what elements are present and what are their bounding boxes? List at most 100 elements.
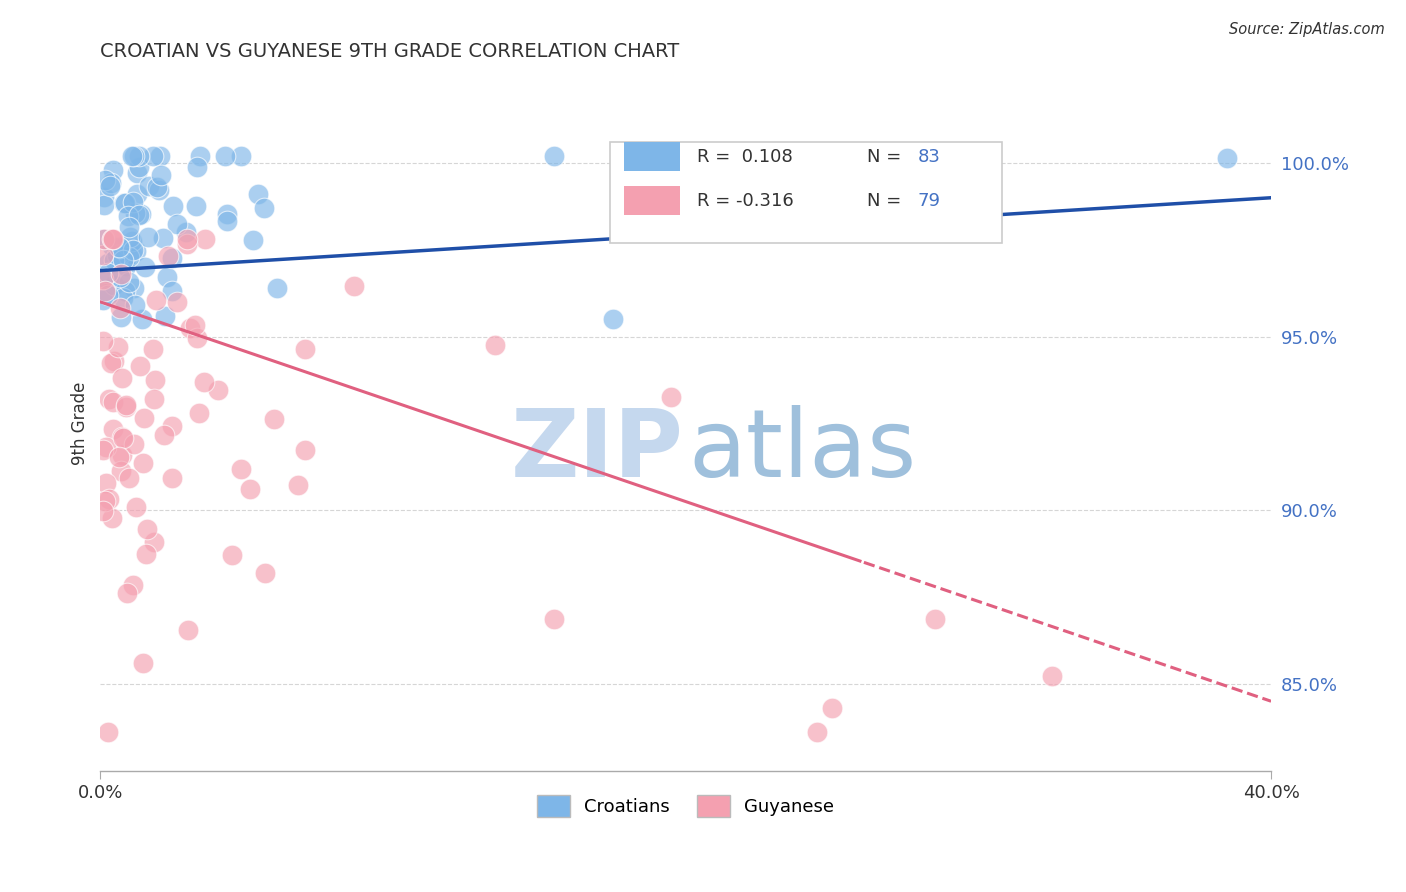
Point <box>97 256 120 270</box>
Point <box>156 249 179 263</box>
Point <box>145 293 167 307</box>
Point <box>108 240 131 254</box>
Point <box>128 208 150 222</box>
Point <box>94 494 117 508</box>
Text: atlas: atlas <box>688 405 917 497</box>
Point <box>131 456 153 470</box>
Point <box>91 442 114 457</box>
Point <box>112 195 135 210</box>
Point <box>111 371 134 385</box>
Point <box>101 395 124 409</box>
Point <box>152 231 174 245</box>
Point <box>124 298 146 312</box>
Point <box>110 430 132 444</box>
Point <box>98 491 121 506</box>
Point <box>121 234 143 248</box>
Point <box>101 239 124 253</box>
Point <box>101 232 124 246</box>
Point <box>132 656 155 670</box>
Point <box>128 161 150 175</box>
Point <box>194 232 217 246</box>
Point <box>94 476 117 491</box>
Point <box>160 471 183 485</box>
Point <box>142 149 165 163</box>
Point <box>91 248 114 262</box>
Text: N =: N = <box>868 192 907 210</box>
Point <box>188 149 211 163</box>
Text: 83: 83 <box>918 148 941 166</box>
Point <box>214 149 236 163</box>
Point <box>806 725 828 739</box>
Point <box>135 548 157 562</box>
Point <box>121 246 143 260</box>
Point <box>153 428 176 442</box>
Text: R =  0.108: R = 0.108 <box>697 148 793 166</box>
Point <box>97 725 120 739</box>
Point <box>294 443 316 458</box>
Point <box>111 253 134 268</box>
Bar <box>624 142 681 171</box>
Point <box>117 276 139 290</box>
Point <box>93 232 115 246</box>
Point <box>149 149 172 163</box>
Point <box>149 168 172 182</box>
Point <box>103 232 125 246</box>
Point <box>118 471 141 485</box>
Point <box>162 199 184 213</box>
Point <box>142 343 165 357</box>
Point <box>107 340 129 354</box>
Point <box>91 503 114 517</box>
Point <box>96 440 118 454</box>
Point <box>239 482 262 496</box>
Point <box>229 462 252 476</box>
Point <box>108 450 131 464</box>
Point <box>118 250 141 264</box>
Point <box>125 244 148 259</box>
FancyBboxPatch shape <box>610 142 1002 243</box>
Point <box>143 373 166 387</box>
Point <box>221 548 243 562</box>
Point <box>188 406 211 420</box>
Point <box>263 412 285 426</box>
Point <box>132 410 155 425</box>
Point <box>91 269 114 284</box>
Point <box>114 195 136 210</box>
Point <box>186 331 208 345</box>
Point <box>110 310 132 324</box>
Point <box>343 279 366 293</box>
Point <box>91 232 114 246</box>
Point <box>101 510 124 524</box>
Point <box>115 586 138 600</box>
Point <box>136 230 159 244</box>
Point <box>602 312 624 326</box>
Point <box>156 269 179 284</box>
Point <box>215 207 238 221</box>
Point <box>821 701 844 715</box>
Point <box>103 422 125 436</box>
Point <box>155 309 177 323</box>
Text: 79: 79 <box>918 192 941 210</box>
Point <box>105 240 128 254</box>
Point <box>122 243 145 257</box>
Point <box>253 566 276 580</box>
Point <box>91 271 114 285</box>
Point <box>108 247 131 261</box>
Point <box>101 232 124 246</box>
Point <box>124 206 146 220</box>
Point <box>100 356 122 370</box>
Point <box>91 334 114 348</box>
Point <box>93 197 115 211</box>
Point <box>143 535 166 549</box>
Point <box>117 209 139 223</box>
Point <box>121 194 143 209</box>
Text: R = -0.316: R = -0.316 <box>697 192 794 210</box>
Point <box>100 176 122 190</box>
Point <box>103 252 125 267</box>
Point <box>108 241 131 255</box>
Point <box>266 280 288 294</box>
Point <box>135 522 157 536</box>
Point <box>118 229 141 244</box>
Point <box>484 338 506 352</box>
Point <box>103 353 125 368</box>
Point <box>98 178 121 193</box>
